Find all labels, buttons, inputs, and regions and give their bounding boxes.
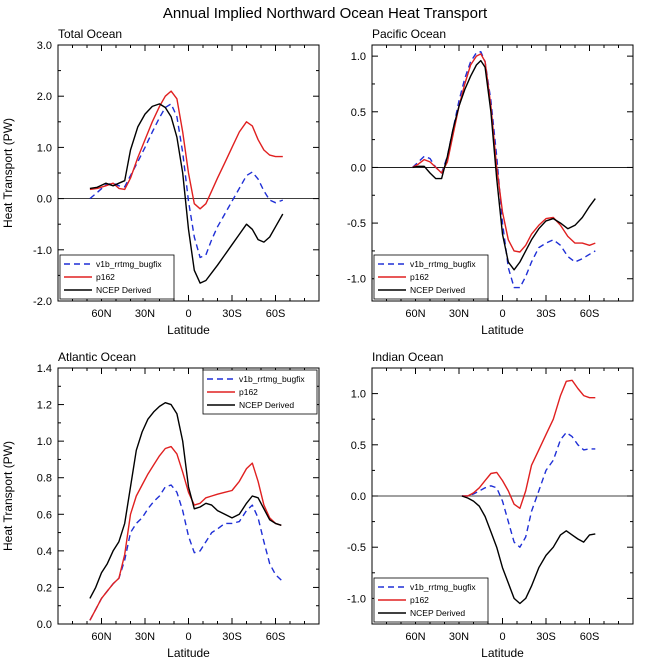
panel-title: Atlantic Ocean [58, 350, 136, 364]
x-tick-label: 0 [185, 631, 191, 643]
series-line-p162 [412, 53, 596, 253]
y-tick-label: 0.0 [37, 194, 52, 206]
y-tick-label: 0.5 [351, 107, 366, 119]
legend: v1b_rrtmg_bugfix p162 NCEP Derived [373, 577, 489, 623]
x-tick-label: 30S [536, 631, 556, 643]
x-tick-label: 60N [405, 308, 425, 320]
y-tick-label: 1.0 [351, 389, 366, 401]
series-line-p162 [89, 445, 282, 621]
y-tick-label: 1.0 [37, 142, 52, 154]
y-axis-label: Heat Transport (PW) [1, 118, 15, 228]
legend: v1b_rrtmg_bugfix p162 NCEP Derived [59, 254, 175, 300]
legend-label-ncep: NCEP Derived [410, 608, 465, 618]
x-tick-label: 0 [185, 308, 191, 320]
series-line-v1b [412, 51, 596, 289]
y-tick-label: 0.4 [37, 546, 52, 558]
legend-label-v1b: v1b_rrtmg_bugfix [239, 374, 305, 384]
page-title: Annual Implied Northward Ocean Heat Tran… [163, 5, 488, 22]
panel-total-ocean: Total Ocean 3.0 2.0 1.0 0.0 -1.0 -2.0 60N 30N 0 30… [1, 27, 320, 337]
x-tick-label: 60S [266, 308, 286, 320]
x-tick-label: 30S [536, 308, 556, 320]
y-tick-label: 0.2 [37, 582, 52, 594]
x-tick-label: 60S [580, 308, 600, 320]
x-axis-label: Latitude [167, 646, 210, 660]
y-tick-label: 0.8 [37, 473, 52, 485]
y-tick-label: 0.5 [351, 440, 366, 452]
series-line-p162 [461, 379, 596, 509]
y-tick-label: 0.0 [351, 162, 366, 174]
x-tick-label: 30S [222, 631, 242, 643]
series-line-p162 [89, 90, 283, 210]
panel-title: Pacific Ocean [372, 27, 446, 41]
legend-label-ncep: NCEP Derived [239, 400, 294, 410]
y-tick-label: 0.0 [351, 491, 366, 503]
y-tick-label: -0.5 [347, 218, 366, 230]
y-tick-label: 3.0 [37, 40, 52, 52]
legend-label-ncep: NCEP Derived [410, 285, 465, 295]
panel-atlantic-ocean: Atlantic Ocean 1.4 1.2 1.0 0.8 0.6 0.4 0.2 0.0 60… [1, 350, 320, 660]
series-line-ncep [89, 103, 284, 284]
legend-label-p162: p162 [96, 272, 115, 282]
panel-indian-ocean: Indian Ocean 1.0 0.5 0.0 -0.5 -1.0 60N 30N 0 30S 6… [347, 350, 634, 660]
series-line-ncep [412, 59, 596, 271]
x-tick-label: 60N [91, 308, 111, 320]
legend: v1b_rrtmg_bugfix p162 NCEP Derived [373, 254, 489, 300]
series-line-ncep [89, 402, 282, 599]
y-tick-label: 1.0 [351, 51, 366, 63]
series-line-v1b [89, 484, 282, 621]
x-tick-label: 0 [499, 631, 505, 643]
x-tick-label: 0 [499, 308, 505, 320]
series-line-v1b [461, 431, 596, 548]
y-tick-label: -1.0 [33, 245, 52, 257]
x-axis-label: Latitude [481, 646, 524, 660]
legend-label-v1b: v1b_rrtmg_bugfix [96, 259, 162, 269]
x-tick-label: 30N [449, 631, 469, 643]
y-tick-label: 0.0 [37, 619, 52, 631]
x-axis-label: Latitude [481, 323, 524, 337]
y-axis-label: Heat Transport (PW) [1, 441, 15, 551]
panel-title: Total Ocean [58, 27, 122, 41]
y-tick-label: 0.6 [37, 509, 52, 521]
x-tick-label: 30N [135, 308, 155, 320]
legend: v1b_rrtmg_bugfix p162 NCEP Derived [202, 369, 318, 415]
x-tick-label: 60S [580, 631, 600, 643]
legend-label-ncep: NCEP Derived [96, 285, 151, 295]
x-tick-label: 30N [449, 308, 469, 320]
legend-label-p162: p162 [410, 272, 429, 282]
y-tick-label: -0.5 [347, 542, 366, 554]
x-tick-label: 60N [91, 631, 111, 643]
y-tick-label: -1.0 [347, 593, 366, 605]
y-tick-label: -2.0 [33, 296, 52, 308]
x-tick-label: 60S [266, 631, 286, 643]
panel-pacific-ocean: Pacific Ocean 1.0 0.5 0.0 -0.5 -1.0 60N 30N 0 30S… [347, 27, 634, 337]
x-tick-label: 60N [405, 631, 425, 643]
series-line-v1b [89, 103, 284, 259]
legend-label-v1b: v1b_rrtmg_bugfix [410, 582, 476, 592]
y-tick-label: -1.0 [347, 274, 366, 286]
x-axis-label: Latitude [167, 323, 210, 337]
y-tick-label: 1.2 [37, 400, 52, 412]
y-tick-label: 2.0 [37, 91, 52, 103]
y-tick-label: 1.4 [37, 363, 52, 375]
x-tick-label: 30N [135, 631, 155, 643]
panel-title: Indian Ocean [372, 350, 443, 364]
y-tick-label: 1.0 [37, 436, 52, 448]
series-line-ncep [461, 495, 596, 605]
x-tick-label: 30S [222, 308, 242, 320]
legend-label-p162: p162 [239, 387, 258, 397]
legend-label-v1b: v1b_rrtmg_bugfix [410, 259, 476, 269]
legend-label-p162: p162 [410, 595, 429, 605]
